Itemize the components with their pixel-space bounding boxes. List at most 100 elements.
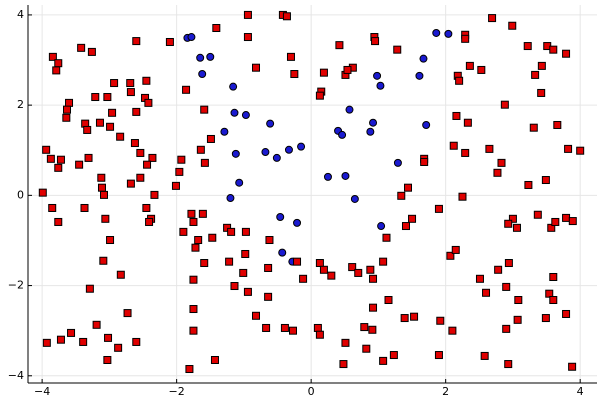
point bbox=[313, 323, 322, 332]
point bbox=[187, 33, 196, 42]
point bbox=[376, 81, 385, 90]
point bbox=[389, 351, 398, 360]
point bbox=[235, 178, 244, 187]
point bbox=[87, 47, 96, 56]
point bbox=[187, 209, 196, 218]
point bbox=[420, 157, 429, 166]
point bbox=[461, 148, 470, 157]
point bbox=[523, 42, 532, 51]
point bbox=[410, 312, 419, 321]
point bbox=[379, 257, 388, 266]
point bbox=[142, 76, 151, 85]
point bbox=[266, 119, 275, 128]
point bbox=[529, 123, 538, 132]
point bbox=[182, 85, 191, 94]
point bbox=[150, 190, 159, 199]
point bbox=[230, 108, 239, 117]
point bbox=[434, 204, 443, 213]
point bbox=[354, 268, 363, 277]
point bbox=[477, 65, 486, 74]
point bbox=[444, 29, 453, 38]
point bbox=[48, 52, 57, 61]
point bbox=[549, 272, 558, 281]
point bbox=[537, 88, 546, 97]
point bbox=[446, 251, 455, 260]
point bbox=[319, 265, 328, 274]
point bbox=[284, 145, 293, 154]
point bbox=[293, 257, 302, 266]
point bbox=[368, 325, 377, 334]
point bbox=[463, 118, 472, 127]
point bbox=[341, 338, 350, 347]
point bbox=[212, 24, 221, 33]
point bbox=[362, 344, 371, 353]
point bbox=[97, 183, 106, 192]
point bbox=[293, 218, 302, 227]
point bbox=[480, 351, 489, 360]
point bbox=[404, 183, 413, 192]
point bbox=[179, 227, 188, 236]
point bbox=[252, 311, 261, 320]
point bbox=[488, 14, 497, 23]
point bbox=[208, 233, 217, 242]
point bbox=[524, 180, 533, 189]
point bbox=[200, 158, 209, 167]
point bbox=[551, 217, 560, 226]
point bbox=[504, 259, 513, 268]
point bbox=[142, 203, 151, 212]
point bbox=[101, 214, 110, 223]
x-tick-label: 4 bbox=[577, 385, 584, 398]
point bbox=[243, 10, 252, 19]
x-tick-label: −4 bbox=[34, 385, 50, 398]
point bbox=[200, 259, 209, 268]
point bbox=[465, 61, 474, 70]
point bbox=[315, 91, 324, 100]
point bbox=[171, 181, 180, 190]
point bbox=[100, 190, 109, 199]
point bbox=[500, 100, 509, 109]
point bbox=[143, 160, 152, 169]
point bbox=[377, 222, 386, 231]
point bbox=[508, 21, 517, 30]
point bbox=[241, 111, 250, 120]
point bbox=[400, 314, 409, 323]
point bbox=[97, 173, 106, 182]
point bbox=[175, 167, 184, 176]
point bbox=[126, 88, 135, 97]
point bbox=[123, 309, 132, 318]
point bbox=[455, 76, 464, 85]
point bbox=[206, 134, 215, 143]
point bbox=[104, 333, 113, 342]
y-tick-label: −2 bbox=[8, 279, 24, 292]
point bbox=[531, 70, 540, 79]
point bbox=[299, 274, 308, 283]
point bbox=[196, 53, 205, 62]
point bbox=[341, 171, 350, 180]
point bbox=[514, 296, 523, 305]
point bbox=[132, 337, 141, 346]
point bbox=[485, 144, 494, 153]
point bbox=[136, 148, 145, 157]
point bbox=[63, 105, 72, 114]
point bbox=[360, 323, 369, 332]
point bbox=[494, 265, 503, 274]
point bbox=[265, 236, 274, 245]
point bbox=[264, 292, 273, 301]
point bbox=[54, 59, 63, 68]
point bbox=[343, 65, 352, 74]
point bbox=[189, 326, 198, 335]
point bbox=[502, 282, 511, 291]
y-tick-label: 4 bbox=[17, 8, 24, 21]
point bbox=[562, 49, 571, 58]
point bbox=[272, 153, 281, 162]
point bbox=[145, 217, 154, 226]
point bbox=[243, 287, 252, 296]
point bbox=[223, 223, 232, 232]
point bbox=[504, 219, 513, 228]
point bbox=[225, 257, 234, 266]
point bbox=[95, 118, 104, 127]
point bbox=[493, 168, 502, 177]
point bbox=[562, 309, 571, 318]
point bbox=[315, 330, 324, 339]
